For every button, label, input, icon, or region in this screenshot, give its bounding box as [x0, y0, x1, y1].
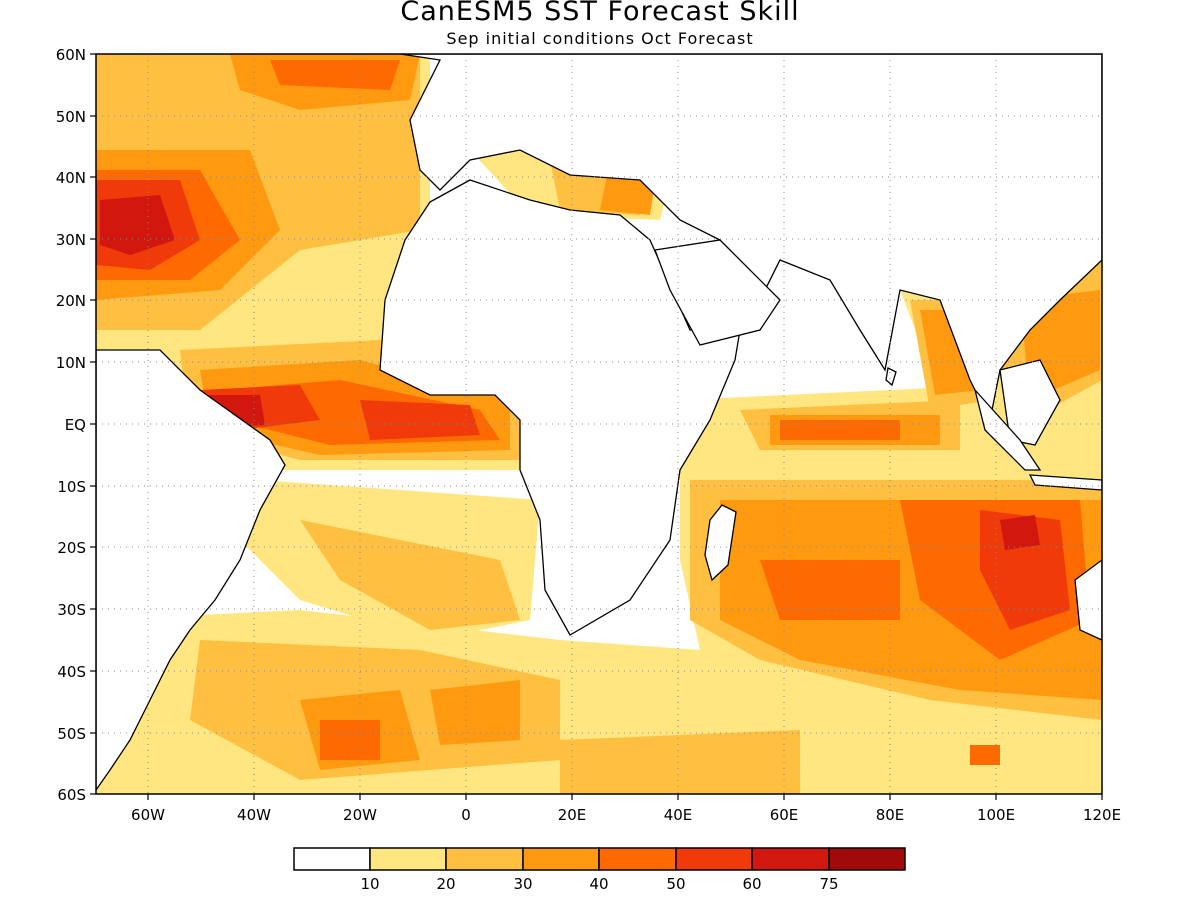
colorbar-box-8: [828, 847, 906, 871]
colorbar-label-30: 30: [513, 875, 532, 893]
colorbar-label-75: 75: [819, 875, 838, 893]
lon-label-20w: 20W: [343, 806, 377, 824]
latitude-labels: 60N 50N 40N 30N 20N 10N EQ 10S 20S 30S 4…: [56, 46, 86, 804]
colorbar-label-50: 50: [666, 875, 685, 893]
colorbar-box-5: [598, 847, 677, 871]
lat-label-60n: 60N: [56, 46, 86, 64]
colorbar-label-20: 20: [436, 875, 455, 893]
tick-marks: [90, 53, 1103, 800]
lat-label-eq: EQ: [65, 416, 86, 434]
lon-label-60e: 60E: [770, 806, 799, 824]
map-title: CanESM5 SST Forecast Skill: [400, 0, 800, 27]
lon-label-0: 0: [461, 806, 471, 824]
lat-label-30n: 30N: [56, 231, 86, 249]
lon-label-40w: 40W: [237, 806, 271, 824]
lat-label-20s: 20S: [57, 539, 86, 557]
lon-label-100e: 100E: [977, 806, 1015, 824]
lat-label-30s: 30S: [57, 601, 86, 619]
lat-label-50n: 50N: [56, 108, 86, 126]
lat-label-10n: 10N: [56, 354, 86, 372]
longitude-labels: 60W 40W 20W 0 20E 40E 60E 80E 100E 120E: [131, 806, 1121, 824]
lon-label-20e: 20E: [558, 806, 587, 824]
coastlines: [96, 54, 1102, 792]
lon-label-60w: 60W: [131, 806, 165, 824]
lat-label-50s: 50S: [57, 725, 86, 743]
colorbar-box-4: [522, 847, 600, 871]
lat-label-40s: 40S: [57, 663, 86, 681]
colorbar-box-7: [751, 847, 830, 871]
colorbar-label-10: 10: [360, 875, 379, 893]
colorbar-box-2: [369, 847, 447, 871]
lat-label-60s: 60S: [57, 786, 86, 804]
lon-label-40e: 40E: [664, 806, 693, 824]
lat-label-40n: 40N: [56, 169, 86, 187]
colorbar: 10 20 30 40 50 60 75: [293, 847, 906, 893]
colorbar-box-6: [675, 847, 753, 871]
colorbar-box-3: [445, 847, 524, 871]
map-subtitle: Sep initial conditions Oct Forecast: [446, 29, 754, 48]
lon-label-80e: 80E: [876, 806, 905, 824]
colorbar-label-40: 40: [589, 875, 608, 893]
lat-label-10s: 10S: [57, 478, 86, 496]
colorbar-label-60: 60: [742, 875, 761, 893]
lat-label-20n: 20N: [56, 292, 86, 310]
colorbar-box-1: [293, 847, 371, 871]
lon-label-120e: 120E: [1083, 806, 1121, 824]
